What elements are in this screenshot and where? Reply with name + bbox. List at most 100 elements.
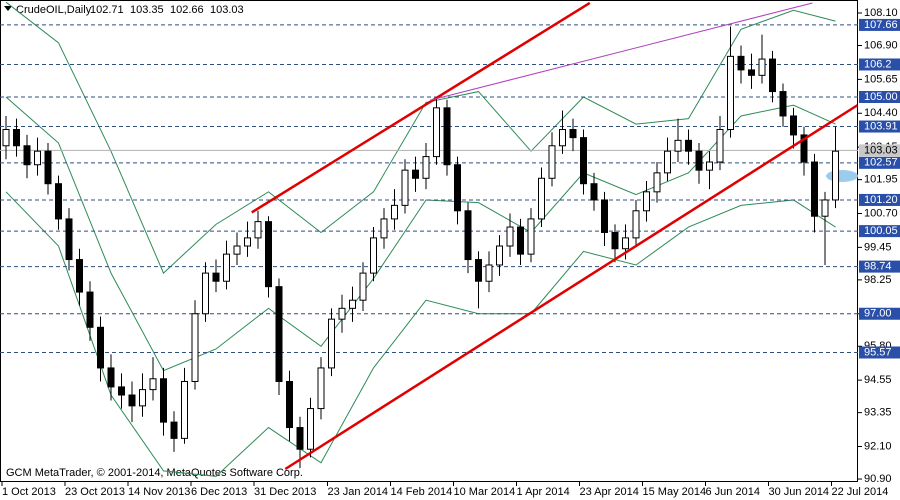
candle-body — [107, 367, 115, 388]
x-tick-label: 30 Jun 2014 — [769, 486, 830, 498]
x-tick-label: 23 Apr 2014 — [580, 486, 639, 498]
level-label-box — [859, 307, 900, 320]
candle-body — [727, 55, 734, 131]
candle-body — [496, 245, 503, 266]
candle-body — [748, 69, 755, 76]
candle-body — [622, 237, 629, 250]
candle-body — [811, 161, 818, 217]
x-tick-label: 23 Oct 2013 — [65, 486, 125, 498]
candle-body — [580, 137, 587, 185]
candle-body — [223, 253, 230, 282]
candle-body — [44, 150, 52, 185]
candle-body — [674, 139, 682, 152]
x-tick-label: 14 Feb 2014 — [391, 486, 453, 498]
y-tick-label: 94.55 — [864, 374, 892, 386]
candle-body — [779, 91, 787, 117]
y-tick-label: 98.25 — [864, 274, 892, 286]
candle-body — [254, 221, 262, 239]
candle-body — [454, 164, 461, 212]
level-label: 95.57 — [864, 346, 892, 358]
candle-body — [685, 139, 692, 152]
level-label-box — [859, 260, 900, 273]
header-value: 103.03 — [210, 4, 244, 16]
y-tick-label: 104.40 — [864, 107, 898, 119]
candle-body — [506, 226, 514, 247]
level-label: 97.00 — [864, 308, 892, 320]
candle-body — [391, 204, 398, 220]
current-price-box — [859, 144, 900, 157]
level-label-box — [859, 58, 900, 71]
candle-body — [202, 272, 209, 315]
candle-body — [422, 156, 430, 179]
candle-body — [233, 245, 241, 255]
menu-icon[interactable] — [4, 6, 12, 11]
candle-body — [149, 378, 157, 391]
candle-body — [485, 264, 493, 282]
x-tick-label: 10 Mar 2014 — [454, 486, 516, 498]
y-tick-label: 105.65 — [864, 73, 898, 85]
y-tick-label: 92.10 — [864, 440, 892, 452]
y-tick-label: 101.95 — [864, 174, 898, 186]
x-tick-label: 1 Oct 2013 — [2, 486, 56, 498]
level-label: 100.05 — [864, 225, 898, 237]
candle-body — [380, 218, 388, 239]
trendline — [251, 1, 591, 214]
candle-body — [328, 318, 335, 369]
candle-body — [443, 107, 451, 166]
level-label: 102.57 — [864, 157, 898, 169]
candle-body — [86, 291, 94, 328]
symbol: CrudeOIL,Daily — [16, 4, 92, 16]
y-tick-label: 108.10 — [864, 7, 898, 19]
y-tick-label: 90.90 — [864, 473, 892, 485]
candle-body — [737, 55, 745, 71]
candle-body — [821, 199, 829, 217]
candle-body — [118, 386, 125, 396]
candle-body — [769, 58, 776, 93]
candle-body — [2, 129, 10, 147]
candle-body — [569, 129, 577, 139]
level-label-box — [859, 193, 900, 206]
x-tick-label: 6 Dec 2013 — [191, 486, 247, 498]
band-middle — [5, 96, 836, 372]
candle-body — [653, 172, 661, 193]
candle-body — [538, 177, 545, 220]
candle-body — [475, 259, 482, 282]
candle-body — [139, 389, 146, 407]
x-tick-label: 22 Jul 2014 — [832, 486, 889, 498]
band-lower — [5, 191, 836, 477]
candle-body — [359, 272, 367, 301]
trendline — [284, 104, 859, 471]
candle-body — [632, 210, 640, 239]
level-label: 98.74 — [864, 261, 892, 273]
header-value: 102.66 — [170, 4, 204, 16]
level-label: 103.91 — [864, 120, 898, 132]
current-price-label: 103.03 — [864, 144, 898, 156]
candle-body — [527, 218, 535, 255]
level-label-box — [859, 156, 900, 169]
candle-body — [338, 307, 346, 320]
level-label: 106.2 — [864, 58, 892, 70]
candle-body — [317, 367, 325, 410]
candle-body — [790, 115, 797, 136]
candle-body — [517, 226, 524, 255]
candle-body — [401, 169, 409, 206]
candle-body — [55, 183, 62, 220]
candle-body — [643, 191, 650, 212]
candle-body — [664, 150, 671, 174]
y-tick-label: 99.45 — [864, 241, 892, 253]
level-label-box — [859, 18, 900, 31]
level-label-box — [859, 120, 900, 133]
candle-body — [244, 237, 251, 247]
level-label-box — [859, 90, 900, 103]
y-tick-label: 106.90 — [864, 39, 898, 51]
candle-body — [23, 145, 31, 166]
candle-body — [695, 150, 703, 171]
y-tick-label: 100.70 — [864, 207, 898, 219]
y-tick-label: 93.35 — [864, 407, 892, 419]
header-value: 102.71 — [90, 4, 124, 16]
band-upper — [5, 1, 836, 274]
level-label: 107.66 — [864, 19, 898, 31]
candle-body — [548, 145, 556, 179]
level-label: 105.00 — [864, 91, 898, 103]
